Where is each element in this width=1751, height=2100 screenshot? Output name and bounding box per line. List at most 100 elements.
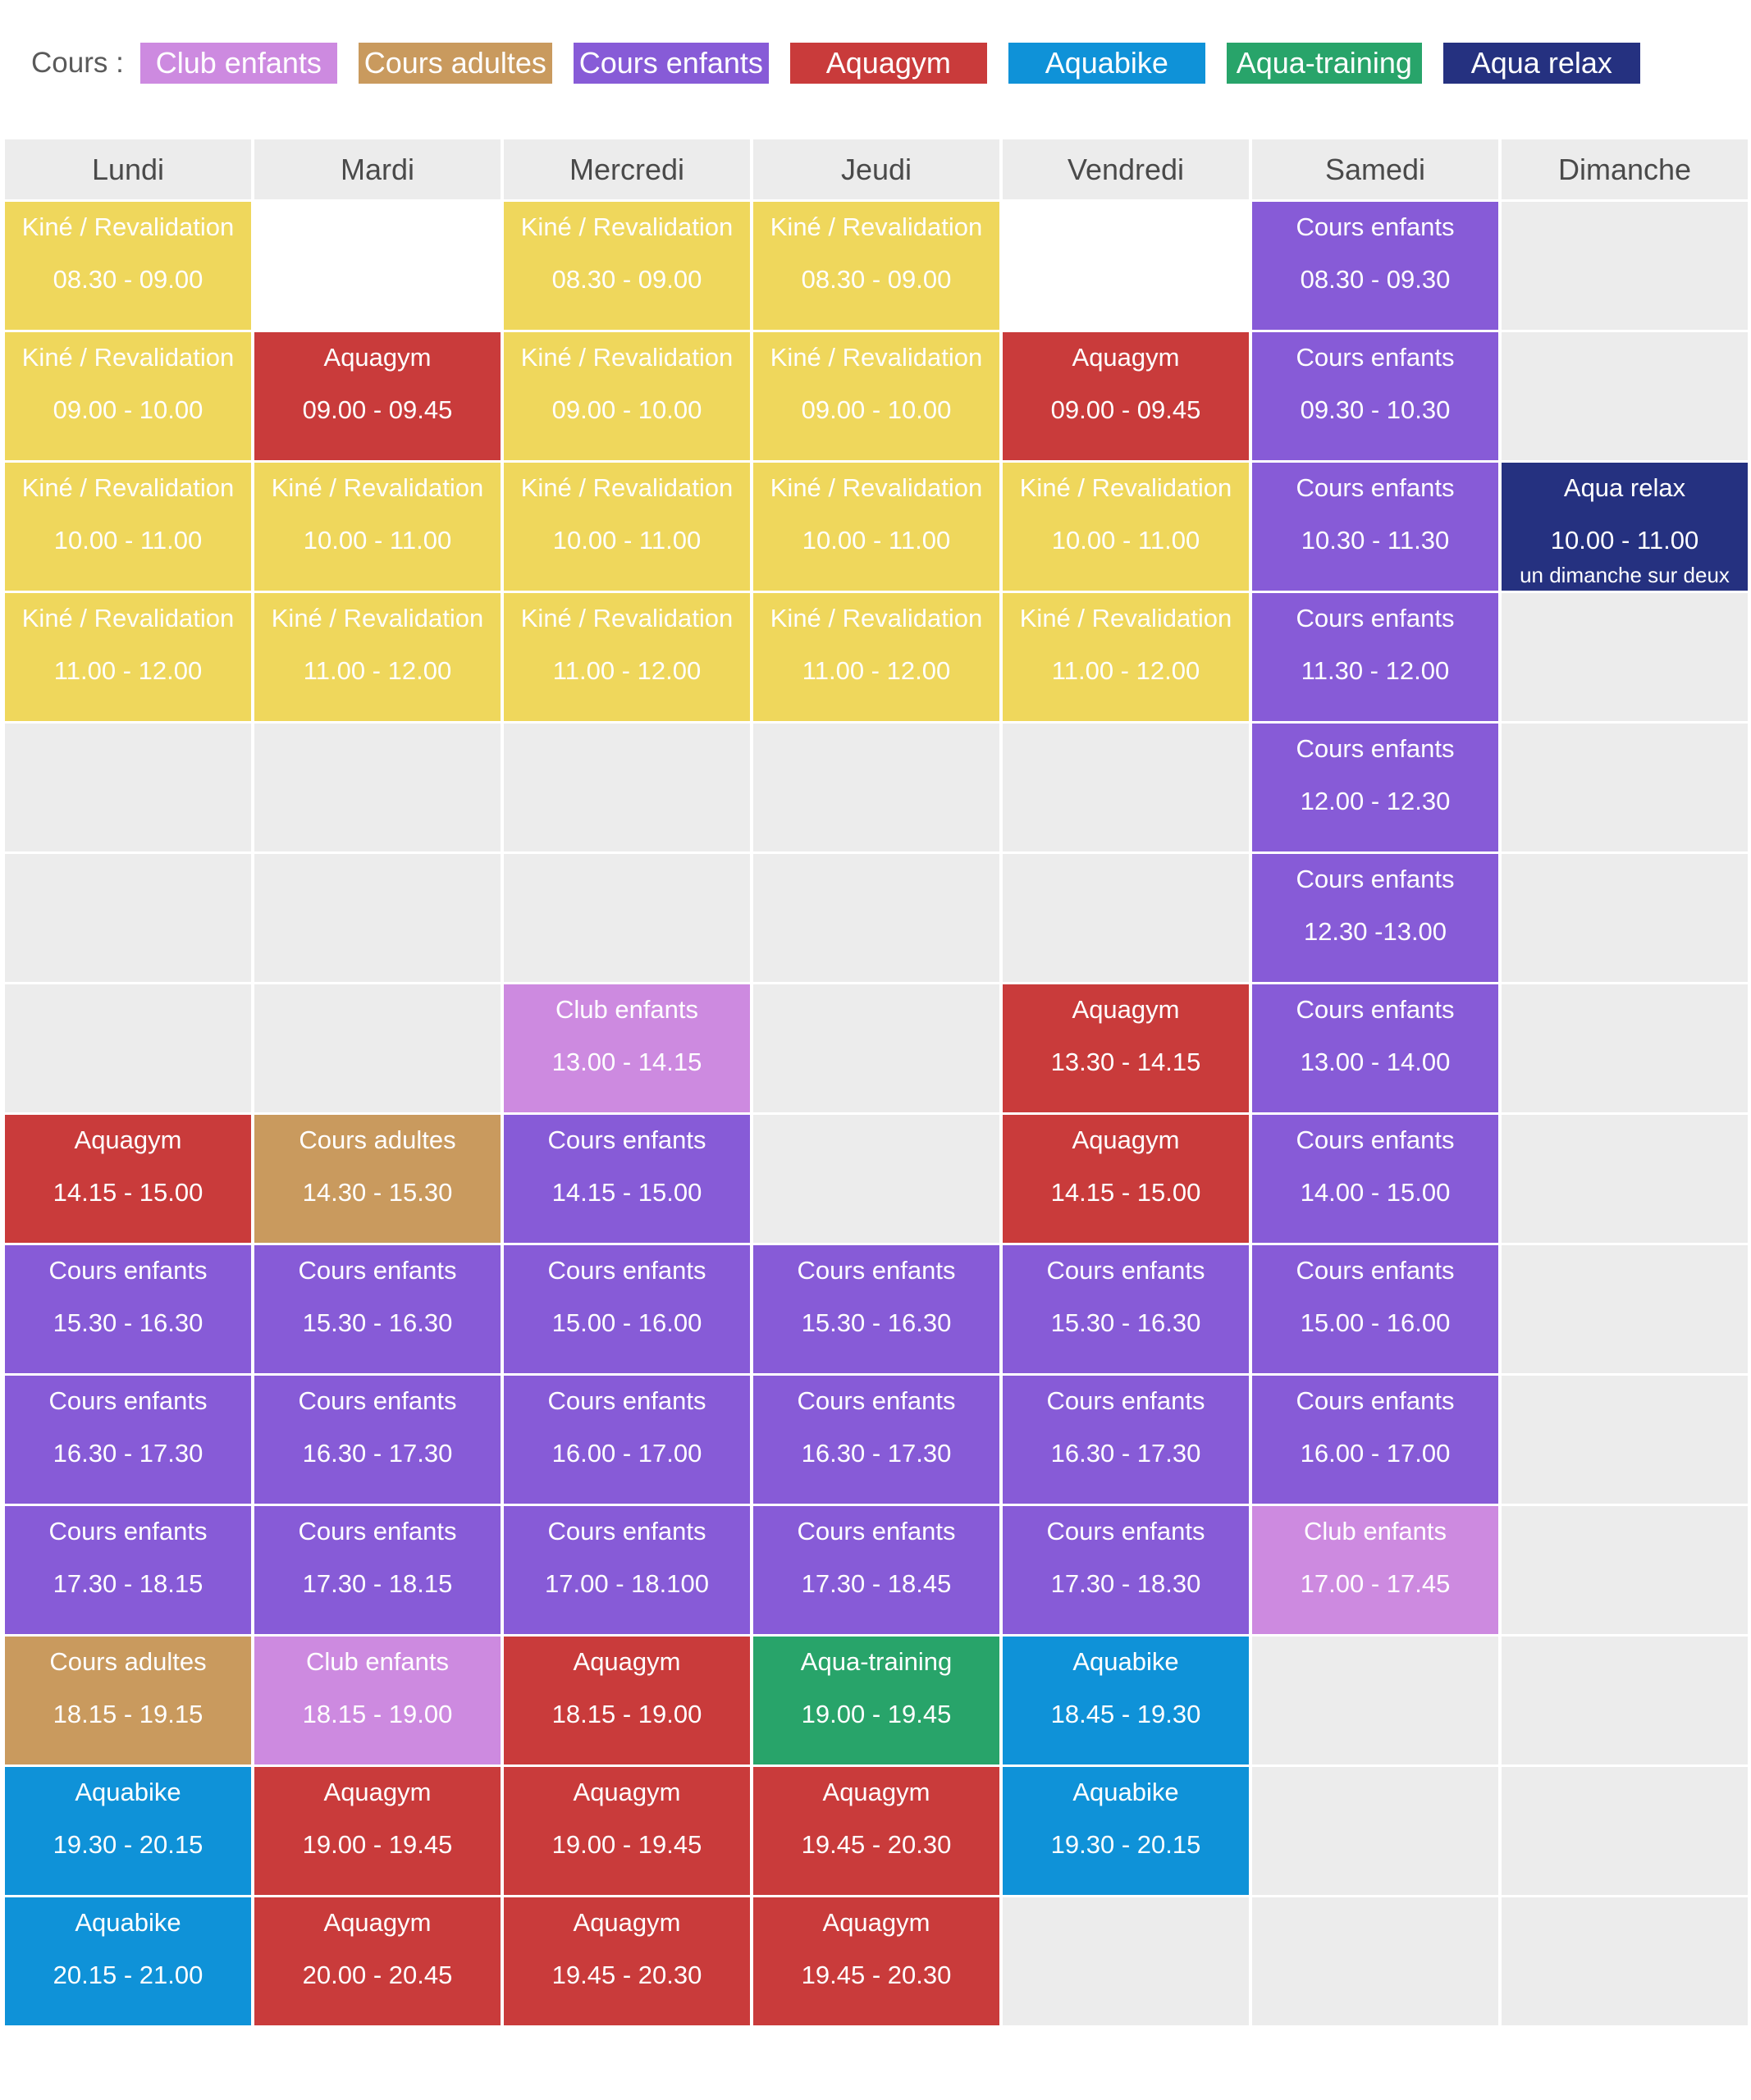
class-slot-mardi[interactable]: Club enfants 18.15 - 19.00 xyxy=(254,1637,501,1764)
class-slot-jeudi[interactable]: Kiné / Revalidation 10.00 - 11.00 xyxy=(753,463,999,591)
class-time: 16.30 - 17.30 xyxy=(1050,1439,1201,1468)
class-slot-mercredi[interactable]: Kiné / Revalidation 09.00 - 10.00 xyxy=(504,332,750,460)
class-slot-mercredi[interactable]: Cours enfants 16.00 - 17.00 xyxy=(504,1376,750,1504)
class-slot-mercredi[interactable]: Kiné / Revalidation 11.00 - 12.00 xyxy=(504,593,750,721)
class-slot-mercredi[interactable]: Aquagym 18.15 - 19.00 xyxy=(504,1637,750,1764)
class-slot-vendredi[interactable]: Aquagym 14.15 - 15.00 xyxy=(1003,1115,1249,1243)
class-name: Aquagym xyxy=(1072,1125,1180,1154)
class-time: 08.30 - 09.00 xyxy=(551,265,702,294)
class-slot-mercredi[interactable]: Kiné / Revalidation 08.30 - 09.00 xyxy=(504,202,750,330)
class-slot-jeudi[interactable]: Kiné / Revalidation 08.30 - 09.00 xyxy=(753,202,999,330)
empty-slot xyxy=(504,724,750,851)
class-slot-jeudi[interactable]: Aqua-training 19.00 - 19.45 xyxy=(753,1637,999,1764)
class-slot-samedi[interactable]: Cours enfants 12.00 - 12.30 xyxy=(1252,724,1498,851)
class-slot-vendredi[interactable]: Aquabike 19.30 - 20.15 xyxy=(1003,1767,1249,1895)
legend-items: Club enfants Cours adultes Cours enfants Aq… xyxy=(139,43,1662,84)
class-slot-jeudi[interactable]: Kiné / Revalidation 09.00 - 10.00 xyxy=(753,332,999,460)
class-slot-mardi[interactable]: Cours enfants 15.30 - 16.30 xyxy=(254,1245,501,1373)
class-name: Cours enfants xyxy=(298,1386,457,1415)
class-slot-samedi[interactable]: Club enfants 17.00 - 17.45 xyxy=(1252,1506,1498,1634)
class-slot-mercredi[interactable]: Cours enfants 14.15 - 15.00 xyxy=(504,1115,750,1243)
class-slot-dimanche[interactable]: Aqua relax 10.00 - 11.00 un dimanche sur d… xyxy=(1502,463,1748,591)
class-time: 10.00 - 11.00 xyxy=(53,526,203,555)
class-slot-samedi[interactable]: Cours enfants 16.00 - 17.00 xyxy=(1252,1376,1498,1504)
class-slot-jeudi[interactable]: Cours enfants 16.30 - 17.30 xyxy=(753,1376,999,1504)
class-slot-vendredi[interactable]: Aquagym 09.00 - 09.45 xyxy=(1003,332,1249,460)
class-name: Kiné / Revalidation xyxy=(21,604,235,632)
class-slot-vendredi[interactable]: Aquagym 13.30 - 14.15 xyxy=(1003,984,1249,1112)
class-slot-vendredi[interactable]: Cours enfants 15.30 - 16.30 xyxy=(1003,1245,1249,1373)
class-slot-lundi[interactable]: Cours enfants 16.30 - 17.30 xyxy=(5,1376,251,1504)
class-slot-mardi[interactable]: Aquagym 19.00 - 19.45 xyxy=(254,1767,501,1895)
class-name: Kiné / Revalidation xyxy=(770,212,983,241)
class-slot-samedi[interactable]: Cours enfants 15.00 - 16.00 xyxy=(1252,1245,1498,1373)
class-slot-vendredi[interactable]: Cours enfants 16.30 - 17.30 xyxy=(1003,1376,1249,1504)
class-slot-mardi[interactable]: Cours enfants 17.30 - 18.15 xyxy=(254,1506,501,1634)
class-name: Cours enfants xyxy=(48,1386,208,1415)
class-time: 15.00 - 16.00 xyxy=(1300,1308,1451,1337)
legend-chip-club: Club enfants xyxy=(139,43,337,84)
class-slot-mercredi[interactable]: Kiné / Revalidation 10.00 - 11.00 xyxy=(504,463,750,591)
empty-slot xyxy=(1502,724,1748,851)
class-slot-lundi[interactable]: Kiné / Revalidation 10.00 - 11.00 xyxy=(5,463,251,591)
class-slot-samedi[interactable]: Cours enfants 13.00 - 14.00 xyxy=(1252,984,1498,1112)
class-slot-mercredi[interactable]: Cours enfants 17.00 - 18.100 xyxy=(504,1506,750,1634)
class-slot-samedi[interactable]: Cours enfants 14.00 - 15.00 xyxy=(1252,1115,1498,1243)
class-name: Kiné / Revalidation xyxy=(770,604,983,632)
class-name: Cours enfants xyxy=(1296,1125,1455,1154)
class-name: Cours enfants xyxy=(1296,473,1455,502)
class-name: Kiné / Revalidation xyxy=(271,604,484,632)
class-slot-lundi[interactable]: Aquagym 14.15 - 15.00 xyxy=(5,1115,251,1243)
class-slot-lundi[interactable]: Kiné / Revalidation 11.00 - 12.00 xyxy=(5,593,251,721)
class-slot-samedi[interactable]: Cours enfants 12.30 -13.00 xyxy=(1252,854,1498,982)
class-slot-vendredi[interactable]: Aquabike 18.45 - 19.30 xyxy=(1003,1637,1249,1764)
class-name: Aquagym xyxy=(323,343,432,372)
class-slot-jeudi[interactable]: Cours enfants 17.30 - 18.45 xyxy=(753,1506,999,1634)
class-name: Cours enfants xyxy=(547,1256,706,1285)
class-slot-lundi[interactable]: Cours adultes 18.15 - 19.15 xyxy=(5,1637,251,1764)
class-time: 17.00 - 17.45 xyxy=(1300,1569,1451,1598)
class-slot-mardi[interactable]: Aquagym 20.00 - 20.45 xyxy=(254,1897,501,2025)
class-slot-lundi[interactable]: Kiné / Revalidation 08.30 - 09.00 xyxy=(5,202,251,330)
class-slot-mercredi[interactable]: Aquagym 19.45 - 20.30 xyxy=(504,1897,750,2025)
class-slot-samedi[interactable]: Cours enfants 10.30 - 11.30 xyxy=(1252,463,1498,591)
class-slot-lundi[interactable]: Cours enfants 15.30 - 16.30 xyxy=(5,1245,251,1373)
class-slot-vendredi[interactable]: Cours enfants 17.30 - 18.30 xyxy=(1003,1506,1249,1634)
class-slot-mardi[interactable]: Aquagym 09.00 - 09.45 xyxy=(254,332,501,460)
class-slot-mardi[interactable]: Cours adultes 14.30 - 15.30 xyxy=(254,1115,501,1243)
class-name: Cours enfants xyxy=(48,1256,208,1285)
class-slot-samedi[interactable]: Cours enfants 09.30 - 10.30 xyxy=(1252,332,1498,460)
class-slot-mercredi[interactable]: Cours enfants 15.00 - 16.00 xyxy=(504,1245,750,1373)
class-slot-vendredi[interactable]: Kiné / Revalidation 11.00 - 12.00 xyxy=(1003,593,1249,721)
class-time: 14.15 - 15.00 xyxy=(1050,1178,1201,1207)
class-name: Kiné / Revalidation xyxy=(271,473,484,502)
class-time: 16.00 - 17.00 xyxy=(1300,1439,1451,1468)
class-name: Cours enfants xyxy=(1296,1386,1455,1415)
class-slot-lundi[interactable]: Cours enfants 17.30 - 18.15 xyxy=(5,1506,251,1634)
class-slot-jeudi[interactable]: Aquagym 19.45 - 20.30 xyxy=(753,1767,999,1895)
class-slot-vendredi[interactable]: Kiné / Revalidation 10.00 - 11.00 xyxy=(1003,463,1249,591)
class-slot-jeudi[interactable]: Aquagym 19.45 - 20.30 xyxy=(753,1897,999,2025)
class-name: Kiné / Revalidation xyxy=(21,473,235,502)
class-slot-mercredi[interactable]: Aquagym 19.00 - 19.45 xyxy=(504,1767,750,1895)
empty-slot xyxy=(254,984,501,1112)
class-slot-samedi[interactable]: Cours enfants 08.30 - 09.30 xyxy=(1252,202,1498,330)
class-slot-jeudi[interactable]: Kiné / Revalidation 11.00 - 12.00 xyxy=(753,593,999,721)
empty-slot xyxy=(753,724,999,851)
class-slot-lundi[interactable]: Kiné / Revalidation 09.00 - 10.00 xyxy=(5,332,251,460)
class-slot-mardi[interactable]: Kiné / Revalidation 11.00 - 12.00 xyxy=(254,593,501,721)
class-slot-samedi[interactable]: Cours enfants 11.30 - 12.00 xyxy=(1252,593,1498,721)
class-time: 19.00 - 19.45 xyxy=(801,1700,952,1728)
class-name: Cours enfants xyxy=(547,1386,706,1415)
class-slot-mardi[interactable]: Kiné / Revalidation 10.00 - 11.00 xyxy=(254,463,501,591)
class-time: 20.15 - 21.00 xyxy=(53,1961,203,1989)
class-slot-jeudi[interactable]: Cours enfants 15.30 - 16.30 xyxy=(753,1245,999,1373)
class-slot-mercredi[interactable]: Club enfants 13.00 - 14.15 xyxy=(504,984,750,1112)
class-name: Aquagym xyxy=(822,1908,930,1937)
day-header-vendredi: Vendredi xyxy=(1003,139,1249,199)
class-slot-lundi[interactable]: Aquabike 19.30 - 20.15 xyxy=(5,1767,251,1895)
empty-slot xyxy=(5,724,251,851)
class-slot-lundi[interactable]: Aquabike 20.15 - 21.00 xyxy=(5,1897,251,2025)
class-slot-mardi[interactable]: Cours enfants 16.30 - 17.30 xyxy=(254,1376,501,1504)
class-time: 14.00 - 15.00 xyxy=(1300,1178,1451,1207)
